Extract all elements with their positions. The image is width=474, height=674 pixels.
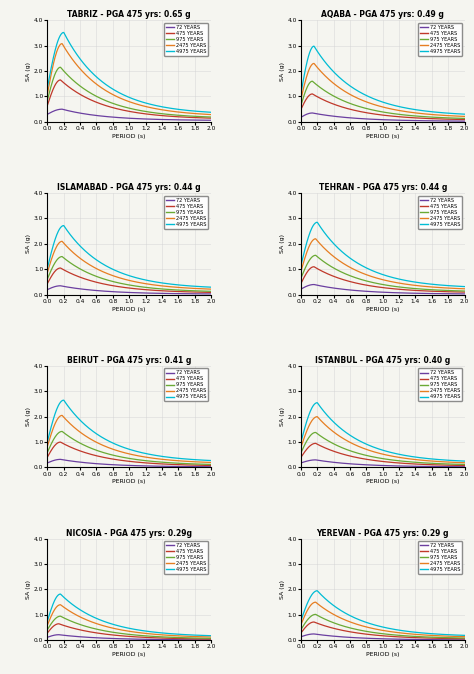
X-axis label: PERIOD (s): PERIOD (s) bbox=[112, 479, 146, 485]
X-axis label: PERIOD (s): PERIOD (s) bbox=[112, 134, 146, 139]
X-axis label: PERIOD (s): PERIOD (s) bbox=[366, 307, 400, 311]
Legend: 72 YEARS, 475 YEARS, 975 YEARS, 2475 YEARS, 4975 YEARS: 72 YEARS, 475 YEARS, 975 YEARS, 2475 YEA… bbox=[164, 368, 209, 401]
Y-axis label: SA (g): SA (g) bbox=[280, 580, 284, 599]
Y-axis label: SA (g): SA (g) bbox=[26, 61, 31, 81]
Y-axis label: SA (g): SA (g) bbox=[280, 61, 284, 81]
Y-axis label: SA (g): SA (g) bbox=[26, 580, 31, 599]
Legend: 72 YEARS, 475 YEARS, 975 YEARS, 2475 YEARS, 4975 YEARS: 72 YEARS, 475 YEARS, 975 YEARS, 2475 YEA… bbox=[418, 541, 462, 574]
Title: YEREVAN - PGA 475 yrs: 0.29 g: YEREVAN - PGA 475 yrs: 0.29 g bbox=[317, 529, 449, 538]
Title: ISLAMABAD - PGA 475 yrs: 0.44 g: ISLAMABAD - PGA 475 yrs: 0.44 g bbox=[57, 183, 201, 192]
Y-axis label: SA (g): SA (g) bbox=[280, 407, 284, 426]
Title: ISTANBUL - PGA 475 yrs: 0.40 g: ISTANBUL - PGA 475 yrs: 0.40 g bbox=[315, 356, 450, 365]
Title: TEHRAN - PGA 475 yrs: 0.44 g: TEHRAN - PGA 475 yrs: 0.44 g bbox=[319, 183, 447, 192]
Legend: 72 YEARS, 475 YEARS, 975 YEARS, 2475 YEARS, 4975 YEARS: 72 YEARS, 475 YEARS, 975 YEARS, 2475 YEA… bbox=[164, 23, 209, 56]
X-axis label: PERIOD (s): PERIOD (s) bbox=[112, 307, 146, 311]
X-axis label: PERIOD (s): PERIOD (s) bbox=[112, 652, 146, 657]
Legend: 72 YEARS, 475 YEARS, 975 YEARS, 2475 YEARS, 4975 YEARS: 72 YEARS, 475 YEARS, 975 YEARS, 2475 YEA… bbox=[164, 195, 209, 228]
Legend: 72 YEARS, 475 YEARS, 975 YEARS, 2475 YEARS, 4975 YEARS: 72 YEARS, 475 YEARS, 975 YEARS, 2475 YEA… bbox=[164, 541, 209, 574]
Legend: 72 YEARS, 475 YEARS, 975 YEARS, 2475 YEARS, 4975 YEARS: 72 YEARS, 475 YEARS, 975 YEARS, 2475 YEA… bbox=[418, 368, 462, 401]
Title: TABRIZ - PGA 475 yrs: 0.65 g: TABRIZ - PGA 475 yrs: 0.65 g bbox=[67, 10, 191, 20]
Title: AQABA - PGA 475 yrs: 0.49 g: AQABA - PGA 475 yrs: 0.49 g bbox=[321, 10, 444, 20]
X-axis label: PERIOD (s): PERIOD (s) bbox=[366, 134, 400, 139]
X-axis label: PERIOD (s): PERIOD (s) bbox=[366, 479, 400, 485]
Title: NICOSIA - PGA 475 yrs: 0.29g: NICOSIA - PGA 475 yrs: 0.29g bbox=[66, 529, 192, 538]
Y-axis label: SA (g): SA (g) bbox=[280, 235, 284, 253]
Title: BEIRUT - PGA 475 yrs: 0.41 g: BEIRUT - PGA 475 yrs: 0.41 g bbox=[67, 356, 191, 365]
X-axis label: PERIOD (s): PERIOD (s) bbox=[366, 652, 400, 657]
Y-axis label: SA (g): SA (g) bbox=[26, 407, 31, 426]
Legend: 72 YEARS, 475 YEARS, 975 YEARS, 2475 YEARS, 4975 YEARS: 72 YEARS, 475 YEARS, 975 YEARS, 2475 YEA… bbox=[418, 23, 462, 56]
Legend: 72 YEARS, 475 YEARS, 975 YEARS, 2475 YEARS, 4975 YEARS: 72 YEARS, 475 YEARS, 975 YEARS, 2475 YEA… bbox=[418, 195, 462, 228]
Y-axis label: SA (g): SA (g) bbox=[26, 235, 31, 253]
